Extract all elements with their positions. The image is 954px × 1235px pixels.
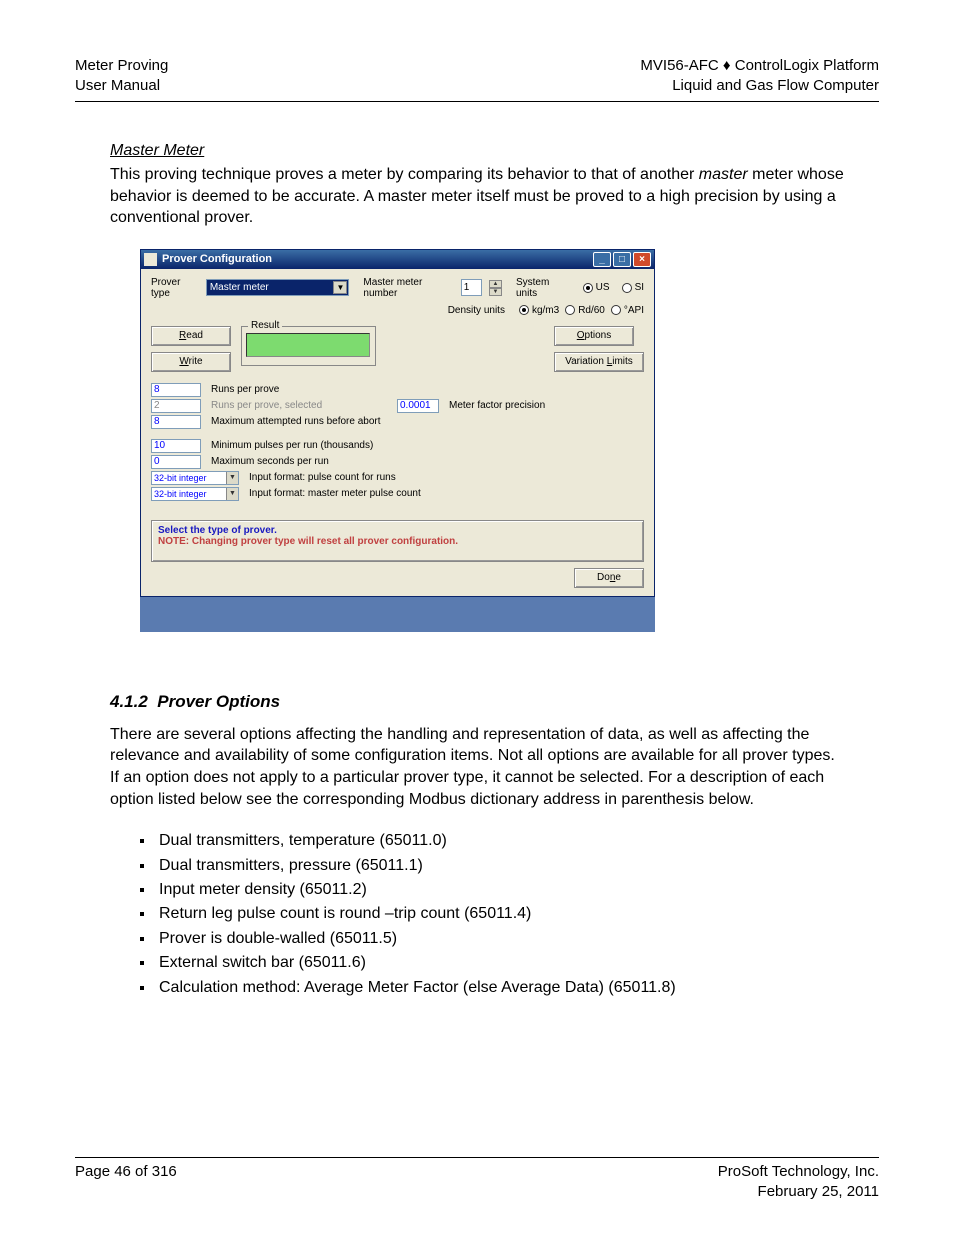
system-units-label: System units [516, 277, 571, 299]
result-legend: Result [248, 320, 282, 331]
status-box: Select the type of prover. NOTE: Changin… [151, 520, 644, 562]
max-attempt-input[interactable]: 8 [151, 415, 201, 429]
result-display [246, 333, 370, 357]
runs-selected-label: Runs per prove, selected [211, 400, 322, 411]
done-button[interactable]: Done [574, 568, 644, 588]
density-kgm3-radio[interactable]: kg/m3 [519, 305, 559, 316]
header-left-2: User Manual [75, 76, 168, 96]
variation-limits-button[interactable]: Variation Limits [554, 352, 644, 372]
fmt-runs-select[interactable]: 32-bit integer▼ [151, 471, 239, 485]
status-line1: Select the type of prover. [158, 525, 637, 536]
runs-selected-input: 2 [151, 399, 201, 413]
prover-type-select[interactable]: Master meter ▼ [206, 279, 350, 296]
footer-right-2: February 25, 2011 [718, 1182, 879, 1202]
density-api-radio[interactable]: °API [611, 305, 644, 316]
density-units-label: Density units [448, 305, 505, 316]
list-item: Prover is double-walled (65011.5) [155, 928, 844, 950]
fmt-runs-label: Input format: pulse count for runs [249, 472, 396, 483]
runs-per-prove-label: Runs per prove [211, 384, 279, 395]
footer-left: Page 46 of 316 [75, 1162, 177, 1201]
mm-number-label: Master meter number [363, 277, 454, 299]
write-button[interactable]: Write [151, 352, 231, 372]
fmt-master-label: Input format: master meter pulse count [249, 488, 421, 499]
minimize-button[interactable]: _ [593, 252, 611, 267]
footer-right-1: ProSoft Technology, Inc. [718, 1162, 879, 1182]
max-seconds-input[interactable]: 0 [151, 455, 201, 469]
fmt-master-select[interactable]: 32-bit integer▼ [151, 487, 239, 501]
options-list: Dual transmitters, temperature (65011.0)… [110, 830, 844, 999]
prover-config-screenshot: Prover Configuration _ □ × Prover type M… [140, 249, 655, 632]
read-button[interactable]: Read [151, 326, 231, 346]
system-units-si-radio[interactable]: SI [622, 282, 644, 293]
chevron-down-icon: ▼ [226, 472, 238, 484]
density-rd60-radio[interactable]: Rd/60 [565, 305, 605, 316]
mm-number-input[interactable]: 1 [461, 279, 482, 296]
list-item: External switch bar (65011.6) [155, 952, 844, 974]
list-item: Dual transmitters, temperature (65011.0) [155, 830, 844, 852]
window-title: Prover Configuration [162, 253, 272, 265]
mm-para-pre: This proving technique proves a meter by… [110, 166, 699, 183]
mm-number-spinner[interactable]: ▲▼ [489, 280, 502, 296]
page-header: Meter Proving User Manual MVI56-AFC ♦ Co… [75, 56, 879, 102]
result-fieldset: Result [241, 326, 376, 366]
max-attempt-label: Maximum attempted runs before abort [211, 416, 381, 427]
max-seconds-label: Maximum seconds per run [211, 456, 329, 467]
prover-type-value: Master meter [210, 282, 269, 293]
list-item: Input meter density (65011.2) [155, 879, 844, 901]
page-footer: Page 46 of 316 ProSoft Technology, Inc. … [75, 1157, 879, 1201]
section-title: Prover Options [157, 692, 280, 711]
mm-para-ital: master [699, 166, 748, 183]
desktop-strip [140, 597, 655, 632]
system-units-us-radio[interactable]: US [583, 282, 610, 293]
min-pulses-input[interactable]: 10 [151, 439, 201, 453]
prover-type-label: Prover type [151, 277, 200, 299]
section-number: 4.1.2 [110, 692, 148, 711]
header-left-1: Meter Proving [75, 56, 168, 76]
close-button[interactable]: × [633, 252, 651, 267]
app-icon [144, 253, 157, 266]
section-paragraph: There are several options affecting the … [110, 724, 844, 810]
min-pulses-label: Minimum pulses per run (thousands) [211, 440, 373, 451]
chevron-down-icon: ▼ [226, 488, 238, 500]
mf-precision-input[interactable]: 0.0001 [397, 399, 439, 413]
header-right-1: MVI56-AFC ♦ ControlLogix Platform [640, 56, 879, 76]
header-right-2: Liquid and Gas Flow Computer [640, 76, 879, 96]
options-button[interactable]: Options [554, 326, 634, 346]
master-meter-paragraph: This proving technique proves a meter by… [110, 164, 844, 229]
section-heading: 4.1.2 Prover Options [110, 692, 844, 712]
mf-precision-label: Meter factor precision [449, 400, 545, 411]
list-item: Calculation method: Average Meter Factor… [155, 977, 844, 999]
master-meter-heading: Master Meter [110, 142, 844, 160]
maximize-button[interactable]: □ [613, 252, 631, 267]
status-line2: NOTE: Changing prover type will reset al… [158, 536, 637, 547]
list-item: Dual transmitters, pressure (65011.1) [155, 855, 844, 877]
chevron-down-icon: ▼ [333, 281, 347, 294]
runs-per-prove-input[interactable]: 8 [151, 383, 201, 397]
list-item: Return leg pulse count is round –trip co… [155, 903, 844, 925]
window-titlebar[interactable]: Prover Configuration _ □ × [141, 250, 654, 269]
